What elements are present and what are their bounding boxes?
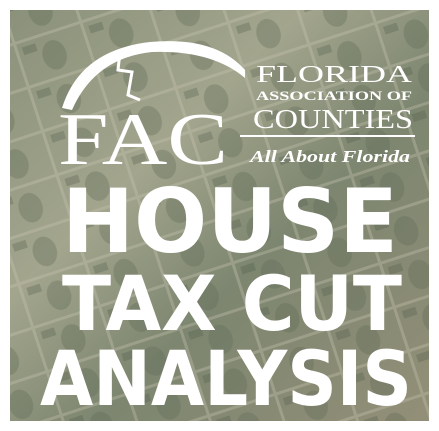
logo-initials: FAC [58, 99, 228, 181]
headline: HOUSE TAX CUT ANALYSIS [40, 170, 412, 423]
headline-line: ANALYSIS [40, 334, 412, 423]
headline-line: HOUSE [62, 170, 398, 273]
logo-line2: ASSOCIATION OF [256, 88, 412, 103]
page: FAC FLORIDA ASSOCIATION OF COUNTIES All … [0, 0, 439, 431]
logo-line3: COUNTIES [253, 104, 413, 134]
logo-tagline: All About Florida [249, 147, 411, 166]
graphic: FAC FLORIDA ASSOCIATION OF COUNTIES All … [0, 0, 439, 431]
logo-line1: FLORIDA [256, 62, 413, 88]
